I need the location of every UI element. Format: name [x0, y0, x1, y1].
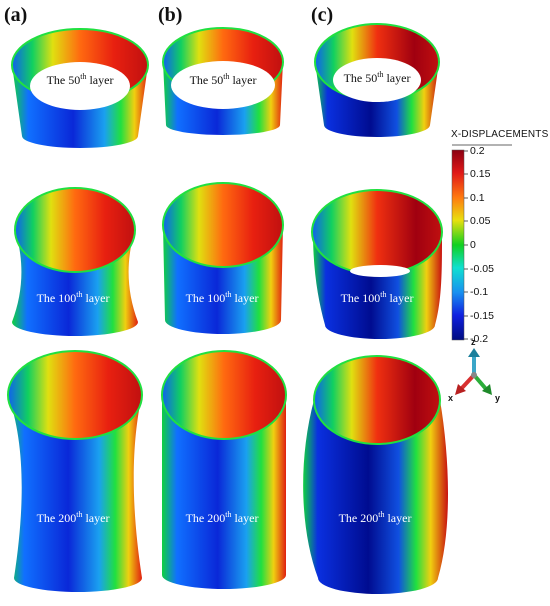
- axis-triad: [455, 348, 492, 395]
- cylinder-b-50: [162, 27, 284, 135]
- panel-label-c: (c): [311, 4, 334, 26]
- layer-label-c-100: The 100th layer: [340, 290, 414, 305]
- cylinder-b-100: [162, 182, 284, 334]
- cylinder-a-200: [7, 350, 143, 592]
- panel-label-b: (b): [158, 4, 183, 26]
- layer-label-c-200: The 200th layer: [338, 510, 412, 525]
- legend-tick-label: 0.2: [470, 145, 485, 157]
- cylinder-c-200: [303, 355, 448, 594]
- cylinder-a-50: [11, 28, 149, 148]
- legend-color-bar: [451, 149, 465, 341]
- legend-tick-label: -0.1: [470, 286, 489, 298]
- layer-label-a-200: The 200th layer: [36, 510, 110, 525]
- layer-label-b-100: The 100th layer: [185, 290, 259, 305]
- legend-tick-marks: [464, 150, 468, 340]
- triad-z-label: z: [471, 337, 476, 347]
- legend-title: X-DISPLACEMENTS: [451, 129, 549, 140]
- legend-tick-label: 0.05: [470, 215, 491, 227]
- legend-tick-label: -0.2: [470, 333, 489, 345]
- triad-x-label: x: [448, 393, 454, 403]
- layer-label-a-100: The 100th layer: [36, 290, 110, 305]
- cylinder-a-100: [12, 187, 138, 336]
- layer-label-b-50: The 50th layer: [189, 72, 257, 87]
- legend-tick-label: -0.05: [470, 263, 494, 275]
- legend-tick-label: 0.15: [470, 168, 491, 180]
- cylinder-b-200: [161, 350, 287, 589]
- panel-label-a: (a): [4, 4, 28, 26]
- legend-tick-label: 0.1: [470, 192, 485, 204]
- legend-tick-label: 0: [470, 239, 476, 251]
- layer-label-c-50: The 50th layer: [343, 70, 411, 85]
- cylinder-c-50: [314, 23, 440, 137]
- legend-tick-label: -0.15: [470, 310, 494, 322]
- cylinder-c-100: [311, 189, 443, 339]
- triad-y-label: y: [495, 393, 501, 403]
- layer-label-a-50: The 50th layer: [46, 72, 114, 87]
- layer-label-b-200: The 200th layer: [185, 510, 259, 525]
